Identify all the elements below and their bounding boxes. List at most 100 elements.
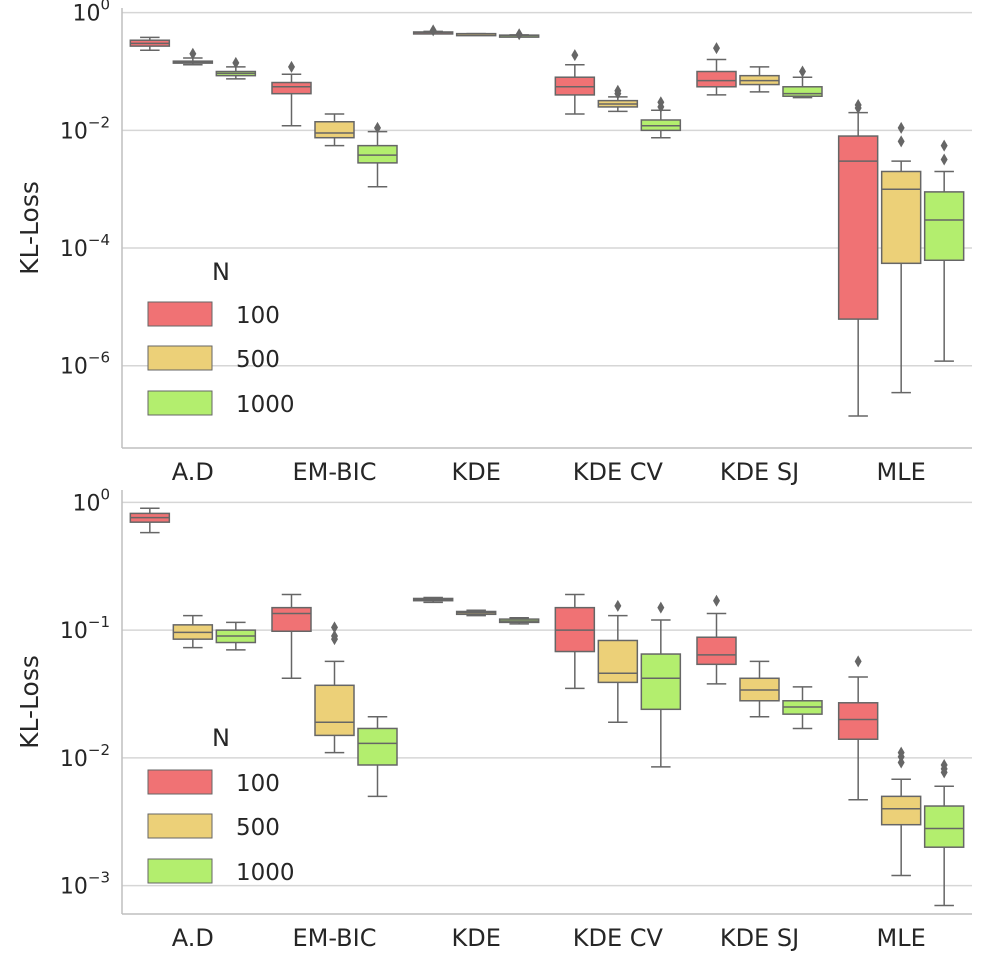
box-kde-n100 [412, 24, 454, 37]
box-mle-n500 [880, 121, 922, 394]
outlier-point [940, 153, 948, 166]
legend-swatch [147, 769, 213, 795]
box-kde-cv-n100 [554, 49, 596, 115]
box-body [640, 653, 682, 711]
x-category-label: KDE SJ [720, 458, 799, 486]
box-kde-cv-n500 [597, 84, 639, 113]
outlier-point [854, 655, 862, 668]
legend-swatch [147, 858, 213, 884]
legend-entry-label: 500 [236, 347, 280, 373]
box-body [357, 727, 398, 766]
outlier-point [331, 621, 338, 634]
box-kde-sj-n1000 [782, 65, 823, 99]
legend-swatch [147, 813, 213, 839]
box-body [696, 70, 737, 88]
y-tick-label: 10−4 [60, 231, 110, 262]
box-body [837, 702, 879, 740]
legend-title: N [212, 258, 230, 286]
box-kde-cv-n500 [597, 599, 639, 724]
box-mle-n1000 [923, 139, 965, 362]
y-tick-label: 10−2 [60, 113, 110, 144]
legend-swatch [147, 301, 213, 327]
legend-swatch [147, 390, 213, 416]
outlier-point [897, 121, 905, 134]
x-category-label: KDE CV [573, 924, 664, 952]
outlier-point [854, 98, 862, 111]
outlier-point [232, 56, 240, 69]
outlier-point [897, 746, 905, 759]
box-body [314, 684, 355, 737]
legend-entry-label: 100 [236, 771, 280, 797]
outlier-point [331, 629, 338, 642]
box-body [597, 639, 639, 684]
box-kde-n1000 [498, 28, 540, 41]
box-kde-n100 [412, 596, 454, 604]
y-axis-label: KL-Loss [15, 655, 44, 749]
box-a-d-n100 [129, 507, 171, 534]
y-tick-label: 10−2 [60, 741, 110, 772]
box-kde-n500 [455, 609, 497, 617]
outlier-point [713, 42, 720, 55]
box-body [923, 191, 965, 262]
x-category-label: EM-BIC [293, 458, 377, 486]
outlier-point [614, 599, 622, 612]
outlier-point [657, 96, 665, 109]
box-kde-cv-n1000 [640, 601, 682, 768]
box-mle-n100 [837, 655, 879, 801]
box-body [837, 135, 879, 320]
x-category-label: EM-BIC [293, 924, 377, 952]
box-a-d-n500 [172, 614, 214, 649]
legend-entry-label: 100 [236, 303, 280, 329]
outlier-point [614, 84, 622, 97]
box-a-d-n500 [172, 47, 214, 66]
x-category-label: KDE [451, 924, 500, 952]
outlier-point [713, 594, 720, 607]
x-category-label: KDE CV [573, 458, 664, 486]
outlier-point [189, 47, 197, 60]
x-category-label: A.D [172, 924, 214, 952]
outlier-point [940, 758, 948, 771]
outlier-point [940, 139, 948, 152]
box-em-bic-n1000 [357, 715, 398, 798]
box-body [782, 86, 823, 97]
y-tick-label: 100 [72, 485, 110, 516]
outlier-point [429, 24, 437, 37]
box-a-d-n1000 [215, 56, 257, 80]
bottom-boxplot-panel: 100 10−1 10−2 10−3 KL-Loss A.D EM-BIC KDE KDE CV… [15, 485, 972, 952]
y-axis-label: KL-Loss [15, 181, 44, 275]
outlier-point [897, 135, 905, 148]
box-body [314, 121, 355, 139]
box-kde-sj-n500 [739, 66, 780, 93]
box-mle-n100 [837, 98, 879, 417]
x-category-label: A.D [172, 458, 214, 486]
x-category-label: MLE [877, 924, 926, 952]
x-category-label: KDE [451, 458, 500, 486]
outlier-point [799, 65, 806, 78]
box-body [271, 81, 312, 95]
outlier-point [374, 121, 381, 134]
outlier-point [288, 60, 295, 73]
box-kde-cv-n1000 [640, 96, 682, 139]
box-em-bic-n100 [271, 60, 312, 127]
y-tick-label: 10−3 [60, 869, 110, 900]
legend-entry-label: 1000 [236, 392, 295, 418]
x-category-label: KDE SJ [720, 924, 799, 952]
legend-entry-label: 1000 [236, 860, 295, 886]
x-category-label: MLE [877, 458, 926, 486]
box-kde-sj-n100 [696, 42, 737, 96]
box-body [696, 636, 737, 666]
box-body [271, 606, 312, 633]
legend-entry-label: 500 [236, 815, 280, 841]
box-em-bic-n100 [271, 593, 312, 680]
y-tick-label: 10−6 [60, 349, 110, 380]
legend-swatch [147, 345, 213, 371]
box-body [923, 805, 965, 848]
outlier-point [515, 28, 523, 41]
box-kde-sj-n100 [696, 594, 737, 685]
box-body [880, 170, 922, 265]
top-boxplot-panel: 100 10−2 10−4 10−6 KL-Loss A.D EM-BIC KDE KDE CV… [15, 0, 972, 486]
box-kde-n500 [455, 32, 497, 37]
